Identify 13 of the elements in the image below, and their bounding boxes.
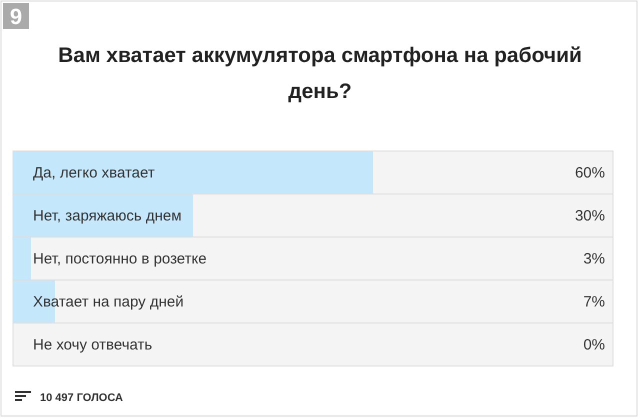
y-tick-label: Хватает на пару дней	[33, 294, 184, 310]
chart-title: Вам хватает аккумулятора смартфона на рабочий день?	[58, 44, 582, 103]
y-tick-label: Да, легко хватает	[33, 164, 155, 182]
y-tick-label: Нет, постоянно в розетке	[33, 250, 207, 268]
y-tick-label: Не хочу отвечать	[33, 336, 152, 354]
data-label: 0%	[583, 336, 605, 354]
y-tick-label: Нет, заряжаюсь днем	[33, 208, 182, 224]
text: 9	[10, 4, 22, 29]
data-label: 7%	[583, 294, 605, 310]
data-label: 30%	[574, 208, 605, 224]
data-label: 60%	[574, 164, 605, 182]
data-label: 3%	[583, 250, 605, 268]
text: 10 497 ГОЛОСА	[40, 392, 124, 404]
